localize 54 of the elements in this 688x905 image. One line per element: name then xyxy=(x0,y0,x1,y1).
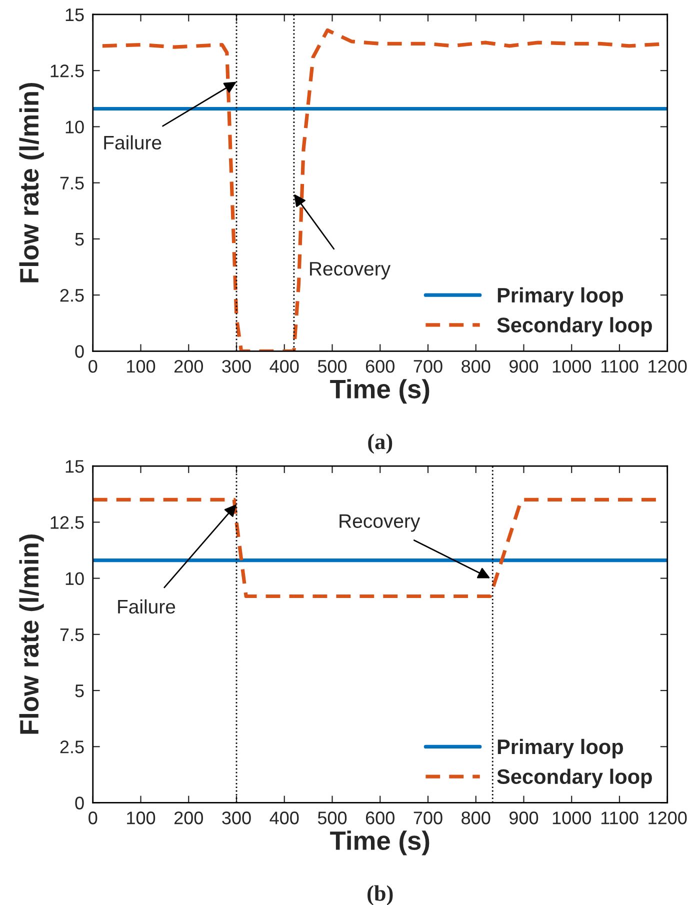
x-tick-label: 400 xyxy=(270,360,299,373)
x-tick-label: 200 xyxy=(174,812,203,824)
y-tick-label: 5 xyxy=(75,233,84,246)
y-tick-label: 0 xyxy=(75,796,84,810)
annotation: Recovery xyxy=(340,514,420,532)
x-tick-label: 700 xyxy=(414,812,442,824)
legend-label: Primary loop xyxy=(498,287,624,307)
x-tick-label: 0 xyxy=(88,812,98,824)
text: (a) xyxy=(368,434,392,454)
x-tick-label: 800 xyxy=(462,812,490,824)
x-tick-label: 1100 xyxy=(601,812,638,824)
annotation: Failure xyxy=(104,135,162,150)
x-tick-label: 1100 xyxy=(601,360,638,373)
x-tick-label: 900 xyxy=(510,360,538,373)
x-tick-label: 1200 xyxy=(648,812,687,824)
y-tick-label: 10 xyxy=(66,572,84,586)
y-axis-title: Flow rate (l/min) xyxy=(19,534,44,734)
y-tick-label: 5 xyxy=(75,684,84,698)
x-tick-label: 400 xyxy=(270,812,299,824)
x-tick-label: 900 xyxy=(510,812,538,824)
x-tick-label: 1000 xyxy=(552,812,591,824)
x-tick-label: 600 xyxy=(366,812,394,824)
x-axis-title: Time (s) xyxy=(330,379,430,404)
x-tick-label: 1000 xyxy=(552,360,591,373)
x-tick-label: 500 xyxy=(318,812,347,824)
y-tick-label: 7.5 xyxy=(60,628,84,642)
x-tick-label: 800 xyxy=(462,360,490,373)
legend-label: Primary loop xyxy=(498,738,624,758)
legend-label: Secondary loop xyxy=(497,317,652,337)
legend-label: Secondary loop xyxy=(497,768,652,788)
text: (b) xyxy=(368,885,393,905)
x-axis-title: Time (s) xyxy=(330,830,430,856)
x-tick-label: 1200 xyxy=(648,360,687,373)
y-tick-label: 12.5 xyxy=(50,64,84,78)
x-tick-label: 300 xyxy=(222,812,251,824)
y-tick-label: 10 xyxy=(66,120,84,134)
x-tick-label: 700 xyxy=(414,360,442,373)
annotation: Recovery xyxy=(310,262,391,280)
x-tick-label: 300 xyxy=(222,360,251,373)
y-tick-label: 15 xyxy=(66,8,84,22)
y-tick-label: 2.5 xyxy=(60,288,84,302)
x-tick-label: 100 xyxy=(127,812,156,824)
y-tick-label: 2.5 xyxy=(60,740,84,754)
x-tick-label: 200 xyxy=(174,360,203,373)
annotation: Failure xyxy=(118,599,176,614)
y-tick-label: 15 xyxy=(66,460,84,473)
x-tick-label: 0 xyxy=(88,360,98,373)
y-tick-label: 0 xyxy=(75,345,84,358)
y-axis-title: Flow rate (l/min) xyxy=(19,82,44,282)
x-tick-label: 100 xyxy=(127,360,156,373)
y-tick-label: 12.5 xyxy=(50,516,84,529)
x-tick-label: 500 xyxy=(318,360,347,373)
x-tick-label: 600 xyxy=(366,360,394,373)
y-tick-label: 7.5 xyxy=(60,176,84,190)
